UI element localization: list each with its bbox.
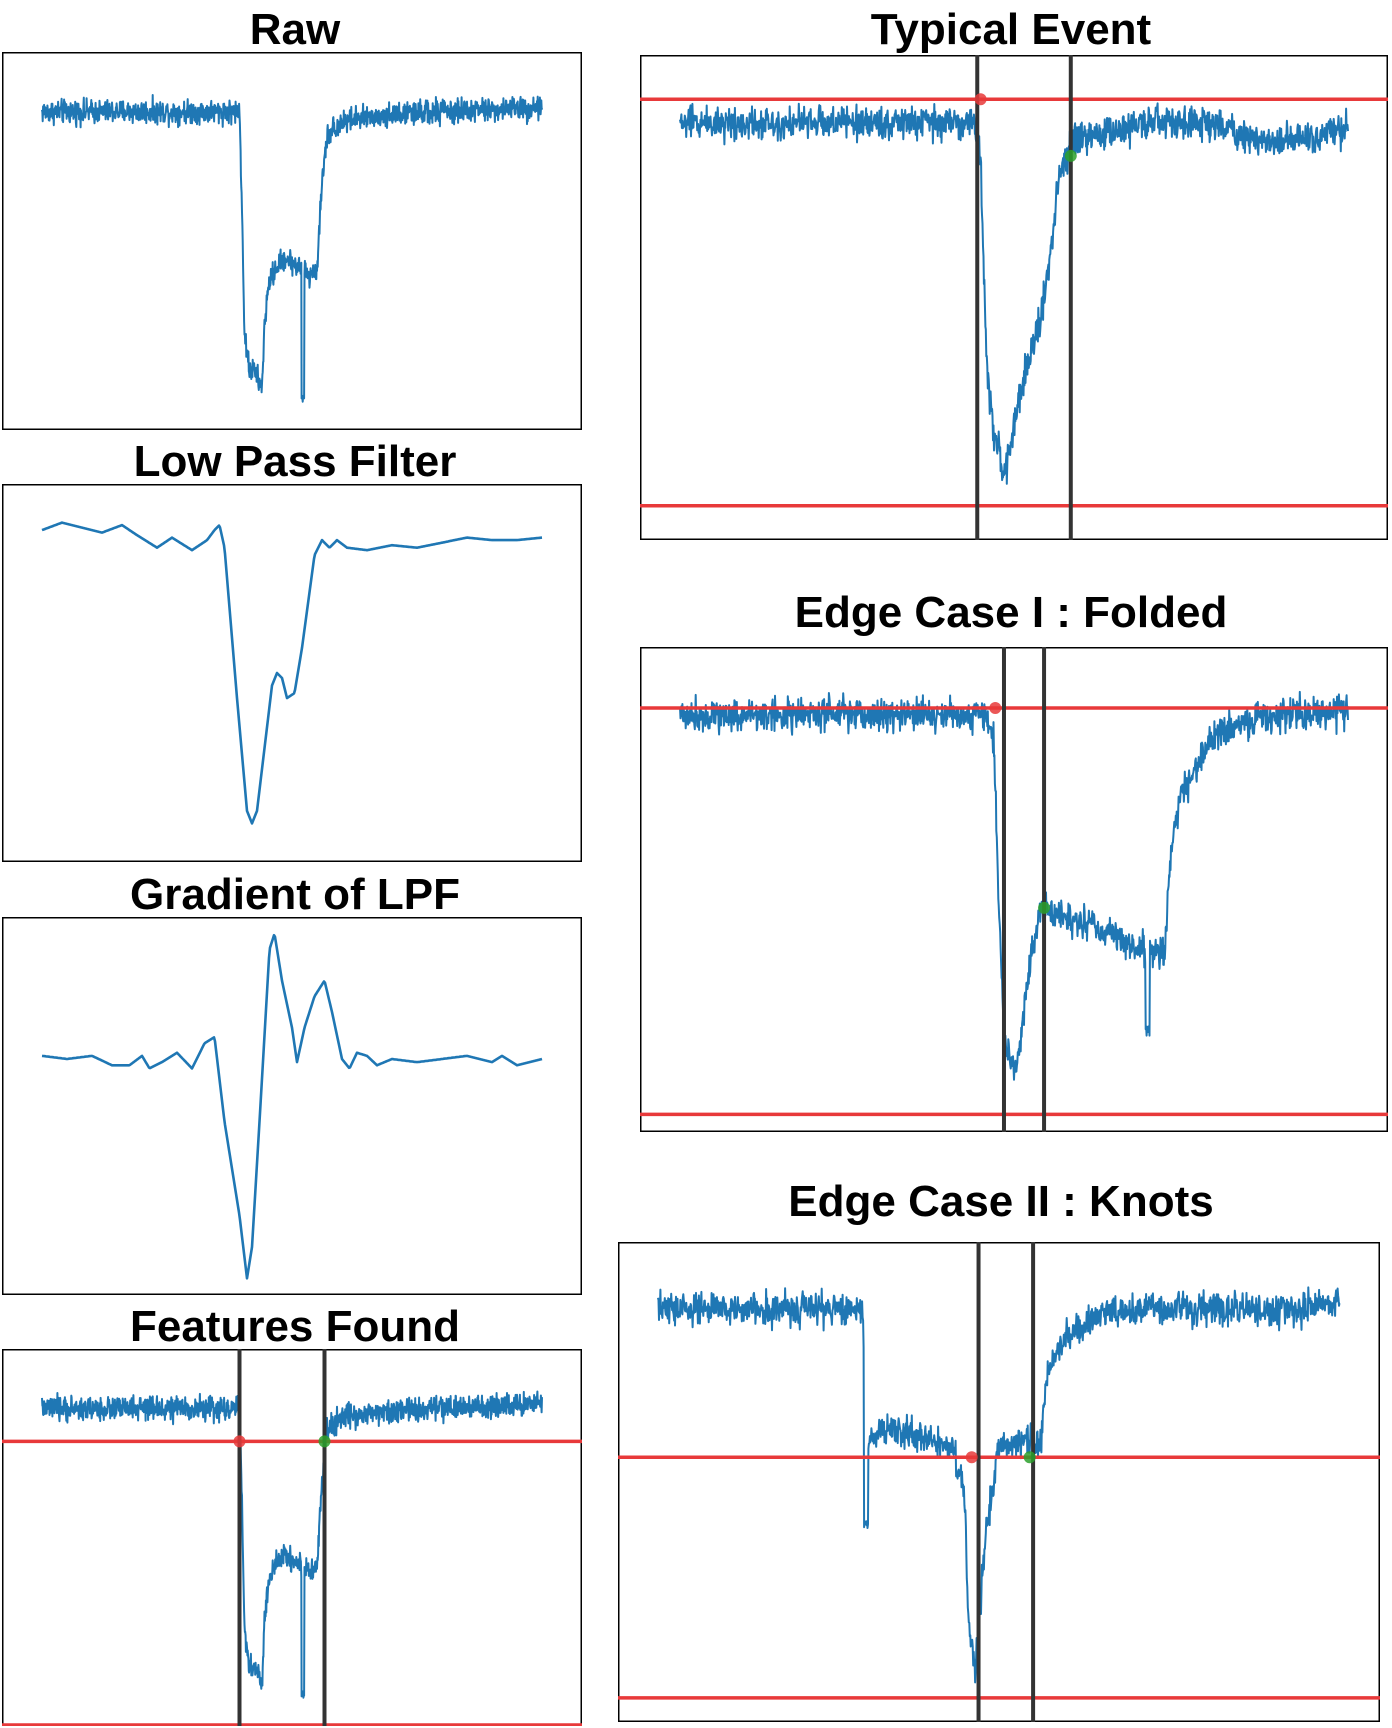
plot-area xyxy=(640,55,1388,540)
plot-area xyxy=(618,1242,1380,1722)
chart-title: Low Pass Filter xyxy=(133,437,457,486)
panel-edge-case-knots: Edge Case II : Knots xyxy=(610,1172,1392,1728)
plot-area xyxy=(2,484,582,862)
end-marker xyxy=(1023,1451,1036,1464)
start-marker xyxy=(974,93,987,106)
panel-edge-case-folded: Edge Case I : Folded xyxy=(630,583,1392,1143)
panel-raw: Raw xyxy=(0,0,590,432)
plot-frame xyxy=(618,1242,1380,1722)
signal-trace xyxy=(679,690,1349,1081)
signal-trace xyxy=(41,94,543,403)
plot-area xyxy=(2,1349,582,1726)
plot-area xyxy=(2,52,582,430)
end-marker xyxy=(318,1435,331,1448)
panel-low-pass-filter: Low Pass Filter xyxy=(0,432,590,865)
plot-frame xyxy=(2,484,582,862)
signal-trace xyxy=(41,1390,543,1699)
plot-area xyxy=(640,647,1388,1132)
panel-features-found: Features Found xyxy=(0,1297,590,1728)
chart-title: Edge Case I : Folded xyxy=(794,588,1228,637)
chart-title: Edge Case II : Knots xyxy=(788,1177,1214,1226)
plot-area xyxy=(2,917,582,1295)
chart-title: Typical Event xyxy=(870,5,1152,54)
plot-frame xyxy=(640,55,1388,540)
plot-frame xyxy=(640,647,1388,1132)
chart-title: Raw xyxy=(249,5,341,54)
plot-frame xyxy=(2,52,582,430)
panel-typical-event: Typical Event xyxy=(630,0,1392,560)
chart-title: Features Found xyxy=(129,1302,461,1351)
signal-trace xyxy=(41,521,543,825)
chart-title: Gradient of LPF xyxy=(130,870,460,919)
start-marker xyxy=(233,1435,246,1448)
start-marker xyxy=(989,701,1002,714)
end-marker xyxy=(1064,149,1077,162)
end-marker xyxy=(1038,901,1051,914)
signal-trace xyxy=(679,102,1349,485)
panel-gradient-of-lpf: Gradient of LPF xyxy=(0,865,590,1297)
plot-frame xyxy=(2,917,582,1295)
signal-trace xyxy=(657,1286,1341,1684)
start-marker xyxy=(965,1451,978,1464)
signal-trace xyxy=(41,933,543,1280)
